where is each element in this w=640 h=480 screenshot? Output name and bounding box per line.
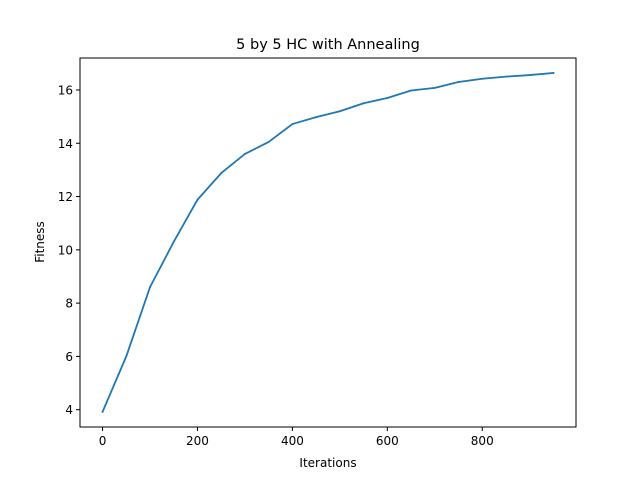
data-point	[410, 89, 412, 92]
data-point	[505, 75, 507, 78]
y-tick-label: 8	[65, 297, 73, 311]
y-tick-label: 10	[58, 243, 73, 257]
data-point	[220, 172, 223, 175]
x-tick-label: 400	[281, 434, 304, 448]
data-point	[528, 74, 531, 76]
data-point	[338, 110, 341, 113]
data-point	[291, 123, 294, 125]
x-tick-label: 0	[99, 434, 107, 448]
data-point	[315, 116, 318, 119]
x-tick-label: 800	[471, 434, 494, 448]
x-tick-label: 200	[186, 434, 209, 448]
data-point	[552, 72, 555, 74]
plot-frame	[79, 57, 577, 428]
y-tick-label: 6	[65, 350, 73, 364]
data-point	[481, 77, 484, 80]
data-point	[457, 81, 460, 83]
data-point	[362, 102, 365, 105]
data-point	[101, 410, 104, 413]
y-tick-label: 4	[65, 403, 73, 417]
y-axis-label: Fitness	[33, 221, 47, 263]
data-point	[433, 86, 436, 89]
data-point	[149, 286, 151, 289]
data-point	[196, 198, 199, 201]
chart-title: 5 by 5 HC with Annealing	[236, 37, 420, 53]
x-axis-label: Iterations	[299, 456, 356, 470]
x-tick-label: 600	[376, 434, 399, 448]
y-tick-label: 14	[58, 137, 73, 151]
data-point	[172, 240, 175, 243]
series-line-0	[101, 71, 555, 413]
data-point	[386, 97, 389, 99]
data-point	[244, 153, 246, 155]
data-point	[267, 141, 270, 143]
y-tick-label: 16	[58, 83, 73, 97]
y-tick-label: 12	[58, 190, 73, 204]
data-point	[125, 355, 128, 358]
